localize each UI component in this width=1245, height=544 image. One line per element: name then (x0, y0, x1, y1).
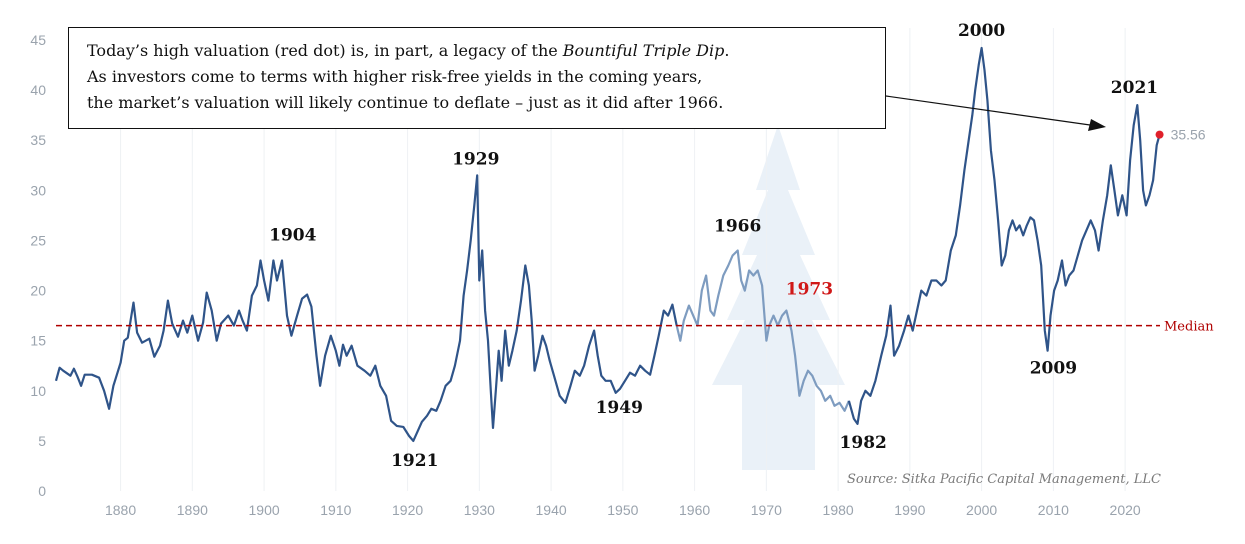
year-annotation: 1982 (840, 433, 887, 453)
series-line (847, 46, 1161, 425)
x-tick-label: 1900 (249, 502, 280, 518)
year-annotation: 2021 (1111, 78, 1158, 98)
x-tick-label: 1980 (823, 502, 854, 518)
x-tick-label: 1890 (177, 502, 208, 518)
callout-text: As investors come to terms with higher r… (87, 67, 703, 86)
y-tick-label: 15 (30, 333, 46, 349)
y-tick-label: 0 (38, 483, 46, 499)
y-tick-label: 25 (30, 232, 46, 248)
y-axis: 0 5 10 15 20 25 30 35 40 45 (30, 32, 46, 499)
tree-watermark (712, 125, 845, 470)
median-line: Median (56, 320, 1214, 335)
series-line-highlight (675, 249, 850, 412)
year-annotation: 1904 (269, 225, 316, 245)
callout-text: . (724, 41, 730, 60)
callout-line: the market’s valuation will likely conti… (87, 90, 867, 116)
y-tick-label: 10 (30, 383, 46, 399)
x-tick-label: 2020 (1110, 502, 1141, 518)
year-annotation: 1973 (786, 280, 833, 300)
median-label: Median (1164, 320, 1214, 335)
year-annotation: 2009 (1030, 359, 1077, 379)
series-line (54, 174, 678, 442)
x-axis: 1880 1890 1900 1910 1920 1930 1940 1950 1960 1970… (105, 502, 1141, 518)
x-tick-label: 1960 (679, 502, 710, 518)
x-tick-label: 2000 (966, 502, 997, 518)
y-tick-label: 20 (30, 283, 46, 299)
y-tick-label: 40 (30, 82, 46, 98)
y-tick-label: 5 (38, 433, 46, 449)
x-tick-label: 1910 (320, 502, 351, 518)
callout-line: As investors come to terms with higher r… (87, 64, 867, 90)
callout-text: Bountiful Triple Dip (562, 41, 725, 60)
callout-arrow (885, 95, 1106, 131)
x-tick-label: 1880 (105, 502, 136, 518)
year-annotation: 2000 (958, 21, 1005, 41)
callout-box: Today’s high valuation (red dot) is, in … (68, 27, 886, 129)
x-tick-label: 1920 (392, 502, 423, 518)
callout-text: the market’s valuation will likely conti… (87, 93, 724, 112)
year-annotation: 1921 (391, 451, 438, 471)
x-tick-label: 1950 (607, 502, 638, 518)
year-annotation: 1949 (596, 398, 643, 418)
x-tick-label: 1970 (751, 502, 782, 518)
year-annotation: 1966 (714, 216, 761, 236)
cape-series: 35.56 (54, 46, 1206, 442)
x-tick-label: 1930 (464, 502, 495, 518)
x-tick-label: 1990 (894, 502, 925, 518)
current-value-label: 35.56 (1171, 127, 1206, 143)
current-value-dot (1155, 130, 1164, 139)
year-annotations: 1904 1921 1929 1949 1966 1973 1982 2000 2009 2021 (269, 21, 1158, 471)
callout-line: Today’s high valuation (red dot) is, in … (87, 38, 867, 64)
x-tick-label: 2010 (1038, 502, 1069, 518)
y-tick-label: 35 (30, 132, 46, 148)
x-tick-label: 1940 (536, 502, 567, 518)
y-tick-label: 45 (30, 32, 46, 48)
year-annotation: 1929 (452, 149, 499, 169)
source-note: Source: Sitka Pacific Capital Management… (847, 472, 1161, 487)
y-tick-label: 30 (30, 182, 46, 198)
callout-text: Today’s high valuation (red dot) is, in … (87, 41, 563, 60)
